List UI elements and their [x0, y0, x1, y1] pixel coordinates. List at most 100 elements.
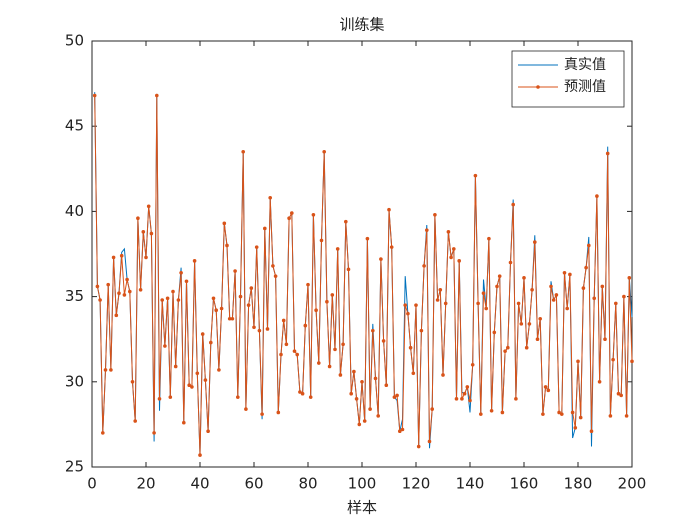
series-marker: [524, 345, 529, 350]
legend-marker: [536, 85, 540, 89]
x-tick-label: 60: [244, 475, 263, 493]
series-marker: [398, 429, 402, 434]
series-marker: [338, 373, 343, 377]
series-marker: [503, 349, 507, 353]
series-marker: [452, 247, 456, 251]
series-marker: [400, 427, 405, 432]
series-marker: [457, 259, 462, 263]
series-marker: [184, 279, 189, 284]
series-marker: [468, 398, 472, 403]
series-marker: [622, 294, 626, 299]
x-tick-label: 40: [190, 475, 209, 493]
x-tick-label: 120: [402, 475, 431, 493]
series-marker: [443, 301, 448, 306]
y-tick-label: 35: [65, 287, 84, 305]
series-marker: [122, 293, 127, 297]
series-marker: [495, 284, 499, 289]
series-marker: [206, 429, 210, 434]
series-marker: [489, 408, 494, 413]
series-marker: [600, 284, 605, 289]
series-marker: [125, 277, 129, 282]
series-marker: [141, 230, 146, 234]
series-marker: [173, 364, 178, 369]
series-marker: [292, 349, 297, 353]
series-marker: [549, 284, 553, 289]
series-marker: [365, 236, 370, 241]
series-marker: [454, 397, 459, 401]
series-marker: [608, 414, 613, 418]
series-marker: [284, 342, 289, 347]
series-marker: [438, 287, 443, 292]
series-marker: [479, 412, 483, 416]
series-marker: [249, 286, 254, 290]
series-marker: [387, 207, 391, 212]
legend-label: 预测值: [564, 79, 606, 95]
series-marker: [109, 368, 113, 372]
series-marker: [538, 316, 542, 321]
series-marker: [155, 93, 159, 98]
series-marker: [484, 306, 489, 311]
series-marker: [279, 352, 283, 357]
series-marker: [425, 228, 429, 232]
series-marker: [225, 243, 229, 248]
series-marker: [557, 410, 561, 415]
x-tick-label: 80: [298, 475, 317, 493]
series-marker: [460, 397, 464, 401]
series-marker: [560, 412, 564, 416]
x-tick-label: 0: [87, 475, 97, 493]
series-marker: [311, 213, 316, 217]
x-tick-label: 100: [348, 475, 377, 493]
series-marker: [414, 303, 418, 307]
series-marker: [616, 391, 621, 396]
y-tick-label: 30: [65, 372, 84, 390]
series-marker: [254, 245, 259, 249]
series-marker: [252, 325, 256, 330]
series-marker: [192, 259, 197, 263]
series-marker: [317, 361, 321, 365]
series-marker: [543, 385, 548, 389]
series-marker: [449, 255, 453, 260]
series-marker: [568, 272, 572, 277]
series-marker: [473, 173, 478, 178]
y-tick-label: 25: [65, 458, 84, 476]
series-marker: [222, 221, 227, 226]
series-marker: [360, 380, 364, 384]
series-marker: [368, 407, 372, 411]
series-marker: [527, 322, 532, 326]
series-marker: [362, 419, 367, 423]
series-marker: [217, 368, 221, 372]
series-marker: [379, 257, 383, 261]
series-marker: [576, 359, 580, 364]
series-marker: [389, 245, 394, 249]
series-marker: [268, 195, 273, 200]
series-marker: [373, 376, 378, 381]
series-marker: [230, 316, 235, 321]
series-marker: [603, 337, 607, 342]
series-marker: [416, 444, 421, 449]
series-marker: [111, 255, 116, 260]
series-marker: [198, 453, 202, 457]
series-marker: [176, 298, 181, 302]
series-marker: [614, 301, 618, 306]
series-marker: [619, 393, 623, 398]
series-marker: [200, 332, 205, 336]
series-marker: [128, 289, 132, 294]
series-marker: [117, 291, 121, 295]
series-marker: [319, 238, 324, 243]
x-tick-label: 180: [564, 475, 593, 493]
series-marker: [514, 397, 518, 401]
x-tick-label: 200: [618, 475, 647, 493]
series-marker: [298, 390, 302, 394]
series-marker: [470, 362, 475, 367]
series-marker: [165, 296, 170, 301]
series-marker: [376, 414, 381, 418]
series-marker: [179, 270, 183, 275]
series-marker: [408, 345, 413, 350]
series-marker: [411, 371, 416, 376]
series-marker: [263, 226, 267, 231]
series-marker: [333, 347, 337, 352]
series-marker: [446, 230, 451, 234]
series-marker: [106, 282, 110, 287]
series-marker: [157, 397, 162, 401]
